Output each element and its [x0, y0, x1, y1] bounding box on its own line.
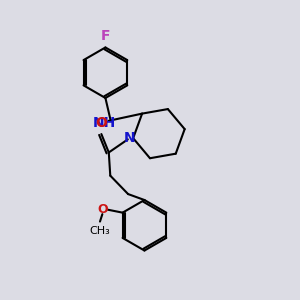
Text: O: O — [95, 116, 107, 130]
Text: NH: NH — [92, 116, 116, 130]
Text: O: O — [97, 202, 108, 216]
Text: N: N — [124, 130, 135, 145]
Text: F: F — [101, 29, 110, 43]
Text: CH₃: CH₃ — [90, 226, 110, 236]
